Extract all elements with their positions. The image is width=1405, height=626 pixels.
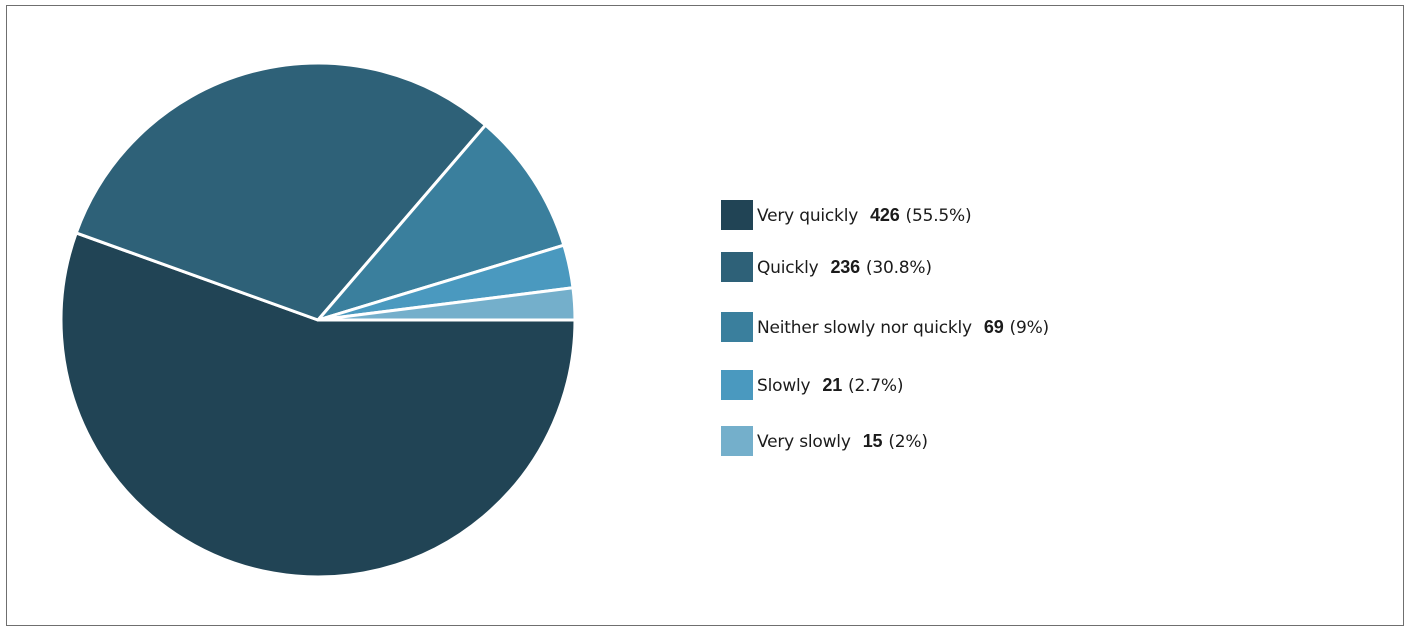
- legend-swatch: [721, 426, 753, 456]
- legend-percent: (55.5%): [905, 205, 972, 226]
- legend-swatch: [721, 200, 753, 230]
- legend-label: Neither slowly nor quickly: [757, 317, 972, 338]
- legend-item-quickly: Quickly 236 (30.8%): [721, 252, 932, 282]
- legend-count: 69: [983, 316, 1004, 337]
- legend-count: 21: [822, 374, 843, 395]
- legend-count: 236: [830, 256, 860, 277]
- legend-label: Slowly: [757, 375, 811, 396]
- legend-swatch: [721, 312, 753, 342]
- pie-slice-very-quickly: [59, 231, 577, 579]
- legend-percent: (2%): [888, 431, 928, 452]
- legend-label: Very quickly: [757, 205, 859, 226]
- pie-slice-quickly: [74, 61, 488, 322]
- legend-label: Very slowly: [757, 431, 851, 452]
- legend-item-very-slowly: Very slowly 15 (2%): [721, 426, 928, 456]
- pie-slices: [59, 61, 577, 579]
- legend-label: Quickly: [757, 257, 819, 278]
- legend-swatch: [721, 252, 753, 282]
- legend-item-neither: Neither slowly nor quickly 69 (9%): [721, 312, 1049, 342]
- legend-percent: (9%): [1009, 317, 1050, 338]
- pie-slice-neither-slowly-nor-quickly: [316, 123, 566, 322]
- legend-item-slowly: Slowly 21 (2.7%): [721, 370, 903, 400]
- legend-swatch: [721, 370, 753, 400]
- pie-slice-very-slowly: [316, 286, 577, 322]
- legend-item-very-quickly: Very quickly 426 (55.5%): [721, 200, 972, 230]
- legend-percent: (2.7%): [848, 375, 904, 396]
- legend-count: 426: [870, 204, 900, 225]
- legend-count: 15: [862, 430, 883, 451]
- legend-percent: (30.8%): [865, 257, 932, 278]
